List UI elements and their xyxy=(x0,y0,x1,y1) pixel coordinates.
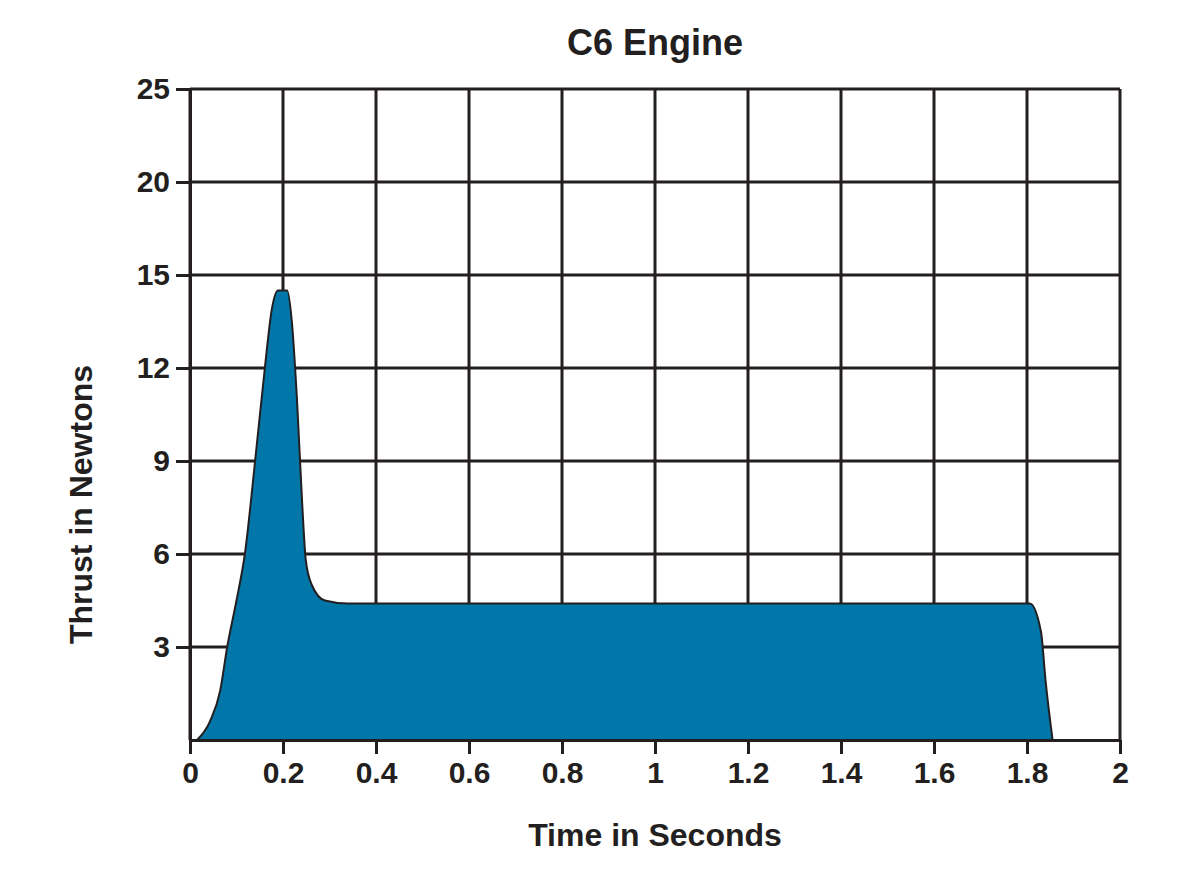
y-axis-tick-mark xyxy=(176,274,190,277)
x-axis-tick-label: 0.6 xyxy=(449,756,491,789)
x-axis-title: Time in Seconds xyxy=(528,817,782,853)
x-axis-tick-mark xyxy=(561,740,564,754)
y-axis-tick-mark xyxy=(176,88,190,91)
x-axis: 0 0.2 0.4 0.6 0.8 1 1.2 1.4 1.6 1.8 2 xyxy=(182,740,1129,789)
grid-line-y xyxy=(190,460,1120,463)
x-axis-tick-mark xyxy=(747,740,750,754)
x-axis-tick-label: 0.8 xyxy=(542,756,584,789)
x-axis-tick-label: 1.4 xyxy=(821,756,863,789)
x-axis-tick-label: 1.8 xyxy=(1007,756,1049,789)
grid-line-x xyxy=(189,89,192,740)
grid xyxy=(190,89,1120,740)
chart-title: C6 Engine xyxy=(567,22,743,63)
x-axis-tick-mark xyxy=(654,740,657,754)
x-axis-tick: 1.2 xyxy=(728,740,770,789)
x-axis-tick: 0 xyxy=(182,740,199,789)
x-axis-tick-label: 1 xyxy=(647,756,664,789)
y-axis-tick-mark xyxy=(176,181,190,184)
grid-line-x xyxy=(1119,89,1122,740)
thrust-area xyxy=(197,291,1053,741)
x-axis-tick-mark xyxy=(1026,740,1029,754)
x-axis-tick-mark xyxy=(468,740,471,754)
y-axis-tick: 3 xyxy=(153,630,190,663)
grid-line-y xyxy=(190,274,1120,277)
x-axis-tick: 0.4 xyxy=(356,740,398,789)
y-axis-tick-mark xyxy=(176,646,190,649)
x-axis-tick-mark xyxy=(282,740,285,754)
y-axis: 3 6 9 12 15 20 25 xyxy=(137,72,191,740)
x-axis-tick: 1 xyxy=(647,740,664,789)
y-axis-tick: 6 xyxy=(153,537,190,570)
y-axis-tick-label: 20 xyxy=(137,165,170,198)
y-axis-tick: 15 xyxy=(137,258,190,291)
y-axis-tick-mark xyxy=(176,460,190,463)
y-axis-title: Thrust in Newtons xyxy=(63,365,99,644)
y-axis-tick-mark xyxy=(176,553,190,556)
x-axis-tick-label: 1.6 xyxy=(914,756,956,789)
grid-line-y xyxy=(190,367,1120,370)
plot-area xyxy=(197,291,1053,741)
y-axis-tick-label: 3 xyxy=(153,630,170,663)
grid-line-y xyxy=(190,181,1120,184)
x-axis-tick: 0.2 xyxy=(263,740,305,789)
x-axis-tick-mark xyxy=(840,740,843,754)
x-axis-tick: 0.8 xyxy=(542,740,584,789)
chart-container: 0 0.2 0.4 0.6 0.8 1 1.2 1.4 1.6 1.8 2 3 6 9 12 15 20 25 C6… xyxy=(0,0,1200,870)
y-axis-tick-label: 6 xyxy=(153,537,170,570)
x-axis-tick: 2 xyxy=(1112,740,1129,789)
y-axis-tick-label: 9 xyxy=(153,444,170,477)
x-axis-tick-label: 2 xyxy=(1112,756,1129,789)
y-axis-line xyxy=(189,90,192,741)
y-axis-tick: 25 xyxy=(137,72,190,105)
chart-svg: 0 0.2 0.4 0.6 0.8 1 1.2 1.4 1.6 1.8 2 3 6 9 12 15 20 25 C6… xyxy=(0,0,1200,870)
x-axis-tick: 0.6 xyxy=(449,740,491,789)
x-axis-tick-label: 1.2 xyxy=(728,756,770,789)
x-axis-tick: 1.6 xyxy=(914,740,956,789)
x-axis-tick-mark xyxy=(375,740,378,754)
y-axis-tick-mark xyxy=(176,367,190,370)
x-axis-tick-mark xyxy=(1119,740,1122,754)
y-axis-tick-label: 12 xyxy=(137,351,170,384)
x-axis-tick-mark xyxy=(189,740,192,754)
y-axis-tick: 12 xyxy=(137,351,190,384)
x-axis-tick: 1.8 xyxy=(1007,740,1049,789)
y-axis-tick: 20 xyxy=(137,165,190,198)
grid-line-y xyxy=(190,553,1120,556)
x-axis-tick-mark xyxy=(933,740,936,754)
x-axis-tick: 1.4 xyxy=(821,740,863,789)
y-axis-tick-label: 15 xyxy=(137,258,170,291)
grid-line-y xyxy=(190,88,1120,91)
y-axis-tick: 9 xyxy=(153,444,190,477)
x-axis-tick-label: 0.4 xyxy=(356,756,398,789)
x-axis-tick-label: 0.2 xyxy=(263,756,305,789)
x-axis-tick-label: 0 xyxy=(182,756,199,789)
y-axis-tick-label: 25 xyxy=(137,72,170,105)
